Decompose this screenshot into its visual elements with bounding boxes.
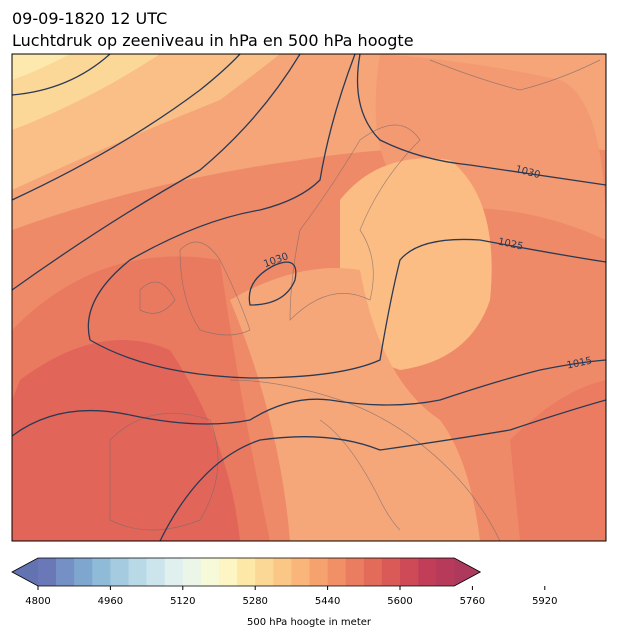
colorbar-segment <box>345 558 365 586</box>
colorbar-tick-label: 5920 <box>532 596 557 607</box>
colorbar-segment <box>273 558 292 586</box>
colorbar-tick-label: 5120 <box>170 596 195 607</box>
colorbar-extend <box>12 558 38 586</box>
colorbar-segment <box>110 558 129 586</box>
contour-label: 1025 <box>497 237 524 253</box>
colorbar-segment <box>418 558 437 586</box>
colorbar-segment <box>291 558 310 586</box>
colorbar-segment <box>237 558 256 586</box>
colorbar-segment <box>128 558 147 586</box>
colorbar-segment <box>309 558 328 586</box>
colorbar-segment <box>92 558 111 586</box>
subtitle: Luchtdruk op zeeniveau in hPa en 500 hPa… <box>12 31 414 50</box>
colorbar-segment <box>146 558 165 586</box>
colorbar-segment <box>436 558 455 586</box>
colorbar-segment <box>56 558 75 586</box>
colorbar-segment <box>255 558 274 586</box>
colorbar-segment <box>200 558 220 586</box>
colorbar-segment <box>74 558 93 586</box>
colorbar-tick-label: 4960 <box>98 596 123 607</box>
title: 09-09-1820 12 UTC <box>12 9 167 28</box>
map-frame <box>11 53 607 542</box>
colorbar-segment <box>164 558 184 586</box>
colorbar-segment <box>219 558 238 586</box>
colorbar-tick-label: 4800 <box>25 596 50 607</box>
colorbar-segment <box>327 558 346 586</box>
colorbar-segment <box>381 558 401 586</box>
map <box>12 54 606 541</box>
contour-label: 1015 <box>566 356 593 372</box>
colorbar-label: 500 hPa hoogte in meter <box>247 617 372 628</box>
colorbar: 4800 4960 5120 5280 5440 5600 5760 5920 <box>11 557 558 607</box>
colorbar-segment <box>363 558 383 586</box>
colorbar-segment <box>38 558 57 586</box>
colorbar-tick-label: 5600 <box>387 596 412 607</box>
colorbar-tick-label: 5760 <box>460 596 485 607</box>
colorbar-tick-label: 5280 <box>242 596 267 607</box>
colorbar-segment <box>182 558 202 586</box>
colorbar-tick-label: 5440 <box>315 596 340 607</box>
colorbar-extend <box>454 558 481 586</box>
colorbar-segment <box>400 558 419 586</box>
